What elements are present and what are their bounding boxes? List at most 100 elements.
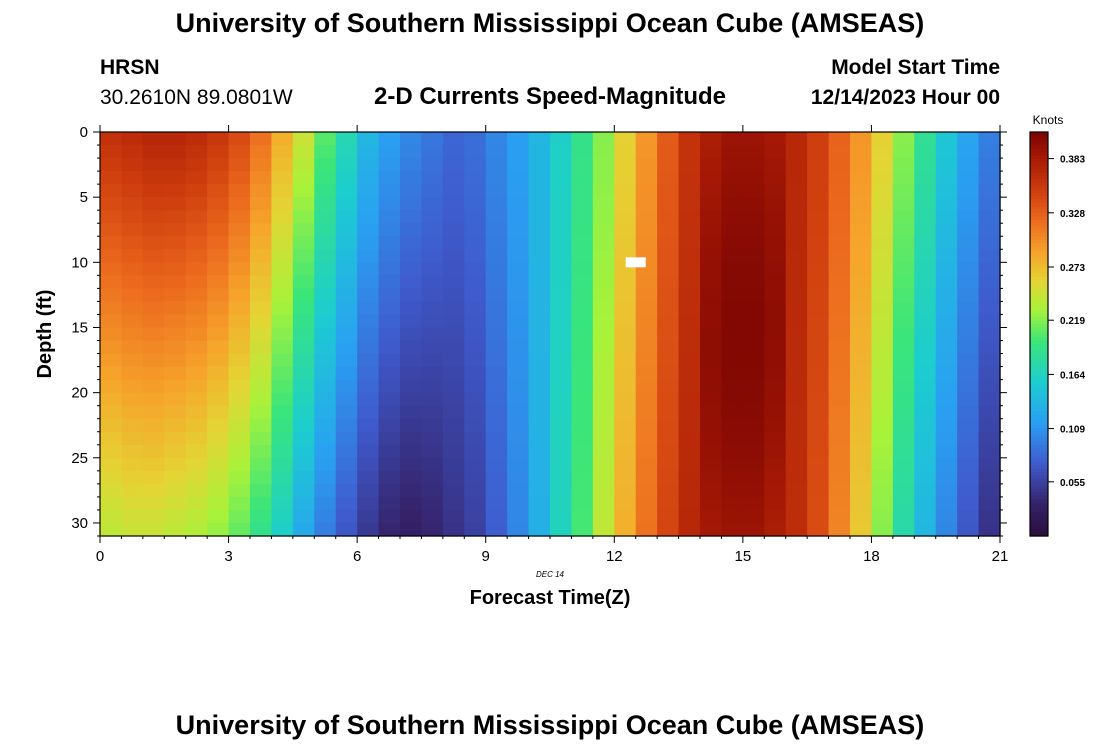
heatmap-cell <box>764 262 787 276</box>
heatmap-cell <box>850 522 873 537</box>
heatmap-cell <box>121 444 144 459</box>
heatmap-cell <box>464 457 487 472</box>
heatmap-cell <box>142 457 165 472</box>
heatmap-cell <box>442 509 465 524</box>
heatmap-cell <box>442 288 465 303</box>
heatmap-cell <box>957 236 980 250</box>
colorbar-segment <box>1030 132 1048 136</box>
colorbar <box>1030 132 1048 537</box>
heatmap-cell <box>207 158 230 172</box>
heatmap-cell <box>207 496 230 511</box>
heatmap-cell <box>250 301 273 316</box>
colorbar-segment <box>1030 381 1048 386</box>
heatmap-cell <box>164 223 187 237</box>
colorbar-segment <box>1030 488 1048 493</box>
heatmap-cell <box>550 249 573 263</box>
heatmap-cell <box>978 522 1001 537</box>
heatmap-cell <box>250 405 273 420</box>
heatmap-cell <box>614 392 637 407</box>
heatmap-cell <box>592 418 615 433</box>
heatmap-cell <box>400 418 423 433</box>
heatmap-cell <box>207 444 230 459</box>
heatmap-cell <box>764 210 787 224</box>
heatmap-cell <box>400 262 423 276</box>
heatmap-cell <box>357 405 380 420</box>
heatmap-cell <box>571 314 594 329</box>
heatmap-cell <box>142 340 165 355</box>
colorbar-segment <box>1030 344 1048 349</box>
y-tick-label: 30 <box>71 515 88 532</box>
heatmap-cell <box>550 184 573 198</box>
heatmap-cell <box>978 223 1001 237</box>
heatmap-cell <box>271 353 294 368</box>
heatmap-cell <box>828 340 851 355</box>
heatmap-cell <box>614 431 637 446</box>
heatmap-cell <box>142 405 165 420</box>
heatmap-cell <box>442 470 465 485</box>
heatmap-cell <box>892 457 915 472</box>
heatmap-cell <box>914 184 937 198</box>
heatmap-cell <box>850 509 873 524</box>
heatmap-cell <box>892 340 915 355</box>
heatmap-cell <box>785 288 808 303</box>
heatmap-cell <box>828 301 851 316</box>
colorbar-segment <box>1030 505 1048 510</box>
heatmap-cell <box>357 184 380 198</box>
heatmap-cell <box>121 340 144 355</box>
heatmap-cell <box>357 418 380 433</box>
heatmap-cell <box>271 392 294 407</box>
colorbar-segment <box>1030 441 1048 446</box>
heatmap-cell <box>485 483 508 498</box>
heatmap-cell <box>742 249 765 263</box>
heatmap-cell <box>100 457 123 472</box>
heatmap-cell <box>978 340 1001 355</box>
heatmap-cell <box>464 158 487 172</box>
heatmap-cell <box>764 145 787 159</box>
heatmap-cell <box>314 288 337 303</box>
colorbar-segment <box>1030 317 1048 322</box>
heatmap-cell <box>271 184 294 198</box>
heatmap-cell <box>657 132 680 146</box>
heatmap-cell <box>742 210 765 224</box>
heatmap-cell <box>764 236 787 250</box>
heatmap-cell <box>571 405 594 420</box>
heatmap-cell <box>228 366 251 381</box>
heatmap-cell <box>378 158 401 172</box>
heatmap-cell <box>892 223 915 237</box>
heatmap-cell <box>721 431 744 446</box>
heatmap-cell <box>721 483 744 498</box>
heatmap-cell <box>400 405 423 420</box>
heatmap-cell <box>335 353 358 368</box>
heatmap-cell <box>335 392 358 407</box>
heatmap-cell <box>100 509 123 524</box>
heatmap-cell <box>592 392 615 407</box>
heatmap-cell <box>335 379 358 394</box>
heatmap-cell <box>914 158 937 172</box>
heatmap-cell <box>207 197 230 211</box>
heatmap-cell <box>142 275 165 289</box>
heatmap-cell <box>614 457 637 472</box>
colorbar-segment <box>1030 414 1048 419</box>
heatmap-cell <box>871 249 894 263</box>
heatmap-cell <box>957 353 980 368</box>
heatmap-cell <box>378 184 401 198</box>
heatmap-cell <box>742 470 765 485</box>
heatmap-cell <box>571 431 594 446</box>
heatmap-cell <box>742 405 765 420</box>
heatmap-cell <box>185 444 208 459</box>
heatmap-cell <box>185 522 208 537</box>
heatmap-cell <box>700 418 723 433</box>
heatmap-cell <box>785 522 808 537</box>
heatmap-cell <box>550 470 573 485</box>
heatmap-cell <box>164 470 187 485</box>
heatmap-cell <box>678 288 701 303</box>
chart-title-top: University of Southern Mississippi Ocean… <box>175 8 925 38</box>
heatmap-cell <box>935 379 958 394</box>
heatmap-cell <box>892 496 915 511</box>
heatmap-cell <box>314 301 337 316</box>
heatmap-cell <box>335 145 358 159</box>
heatmap-cell <box>635 288 658 303</box>
heatmap-cell <box>185 483 208 498</box>
heatmap-cell <box>121 431 144 446</box>
heatmap-cell <box>357 470 380 485</box>
